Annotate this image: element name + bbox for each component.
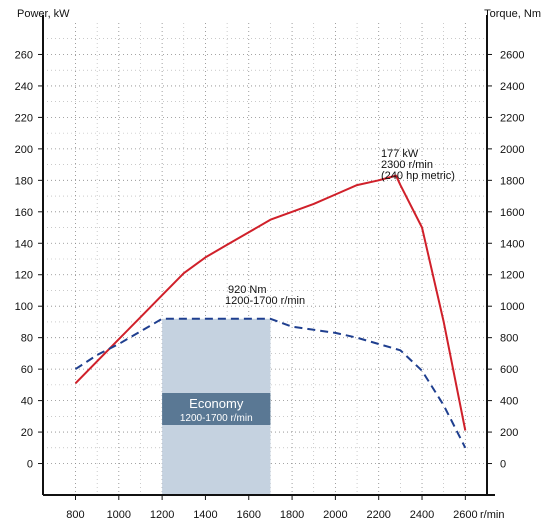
left-tick-label: 20 — [21, 427, 33, 439]
left-axis-title: Power, kW — [17, 8, 70, 20]
right-tick-label: 2600 — [500, 49, 524, 61]
axes — [38, 15, 495, 500]
left-tick-label: 100 — [15, 301, 33, 313]
left-tick-label: 240 — [15, 81, 33, 93]
left-tick-label: 0 — [27, 459, 33, 471]
x-tick-label: 800 — [66, 509, 84, 521]
left-tick-label: 180 — [15, 175, 33, 187]
right-tick-label: 2400 — [500, 81, 524, 93]
right-tick-label: 2000 — [500, 144, 524, 156]
right-tick-label: 200 — [500, 427, 518, 439]
x-axis-unit: r/min — [480, 509, 504, 521]
left-tick-label: 140 — [15, 238, 33, 250]
x-tick-label: 1800 — [280, 509, 304, 521]
left-tick-label: 60 — [21, 364, 33, 376]
left-tick-label: 40 — [21, 396, 33, 408]
economy-sublabel: 1200-1700 r/min — [180, 413, 253, 424]
economy-label: Economy — [189, 396, 244, 411]
series-lines — [74, 174, 467, 449]
right-tick-label: 0 — [500, 459, 506, 471]
left-tick-label: 80 — [21, 333, 33, 345]
right-tick-label: 800 — [500, 333, 518, 345]
annotation-line: 2300 r/min — [381, 159, 433, 171]
right-tick-label: 2200 — [500, 112, 524, 124]
annotation-line: (240 hp metric) — [381, 170, 455, 182]
x-tick-label: 2200 — [366, 509, 390, 521]
annotation-line: 177 kW — [381, 148, 419, 160]
torque-curve — [74, 317, 467, 449]
right-tick-label: 1200 — [500, 270, 524, 282]
x-tick-label: 2000 — [323, 509, 347, 521]
x-tick-label: 1200 — [150, 509, 174, 521]
right-tick-label: 1400 — [500, 238, 524, 250]
right-tick-label: 600 — [500, 364, 518, 376]
grid — [43, 23, 487, 495]
tick-labels: 0 0 20 200 40 400 60 600 80 800 100 1000 120 1200 140 1… — [15, 49, 525, 521]
x-tick-label: 2600 — [453, 509, 477, 521]
left-tick-label: 200 — [15, 144, 33, 156]
power-curve — [74, 174, 467, 431]
right-tick-label: 400 — [500, 396, 518, 408]
x-tick-label: 2400 — [410, 509, 434, 521]
right-axis-title: Torque, Nm — [484, 8, 541, 20]
right-tick-label: 1600 — [500, 207, 524, 219]
left-tick-label: 260 — [15, 49, 33, 61]
right-tick-label: 1800 — [500, 175, 524, 187]
x-tick-label: 1400 — [193, 509, 217, 521]
left-tick-label: 160 — [15, 207, 33, 219]
annotation-line: 920 Nm — [228, 284, 267, 296]
left-tick-label: 120 — [15, 270, 33, 282]
economy-label-bar — [162, 393, 271, 425]
x-tick-label: 1600 — [237, 509, 261, 521]
right-tick-label: 1000 — [500, 301, 524, 313]
economy-band: Economy 1200-1700 r/min — [162, 318, 271, 495]
left-tick-label: 220 — [15, 112, 33, 124]
x-tick-label: 1000 — [107, 509, 131, 521]
annotation-line: 1200-1700 r/min — [225, 295, 305, 307]
